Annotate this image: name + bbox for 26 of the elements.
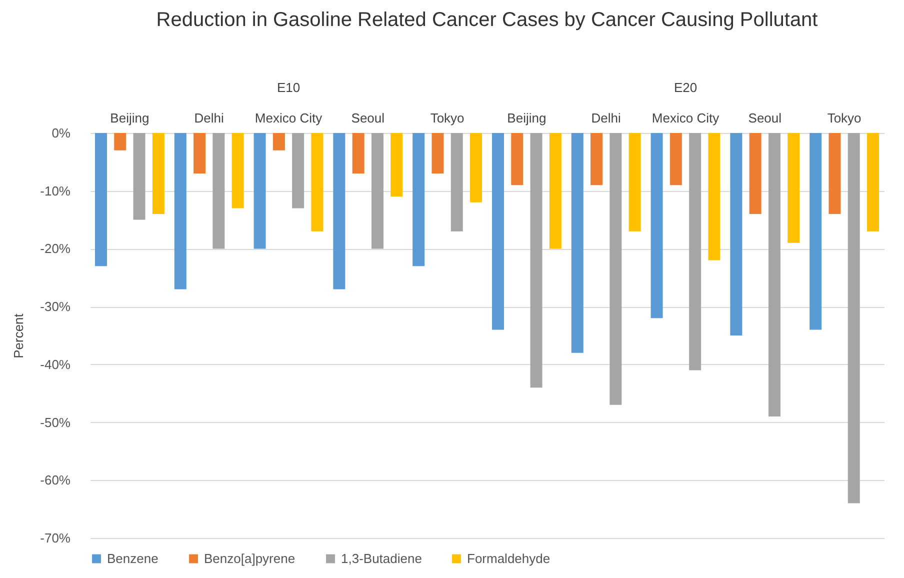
x-tick-label: Delhi <box>591 110 622 126</box>
legend-label: Benzene <box>107 550 158 566</box>
y-tick-label: -70% <box>40 530 71 546</box>
y-tick-label: -30% <box>40 299 71 314</box>
y-tick-label: -40% <box>40 356 71 372</box>
x-tick-label: Delhi <box>194 110 224 126</box>
x-tick-label: Tokyo <box>827 110 862 126</box>
y-tick-label: -60% <box>40 472 71 488</box>
x-tick-label: Beijing <box>507 110 546 126</box>
y-tick-label: -50% <box>40 414 71 430</box>
legend-label: 1,3-Butadiene <box>341 550 422 566</box>
x-tick-label: Seoul <box>748 110 782 126</box>
legend-label: Formaldehyde <box>467 550 550 566</box>
chart-title: Reduction in Gasoline Related Cancer Cases by Cancer Causing Pollutant <box>156 9 818 31</box>
y-tick-label: -20% <box>40 241 71 256</box>
x-tick-label: Beijing <box>110 110 150 126</box>
y-tick-label: 0% <box>52 126 71 140</box>
x-tick-label: Mexico City <box>254 110 323 126</box>
y-tick-label: -10% <box>40 183 71 198</box>
x-tick-label: Tokyo <box>430 110 464 126</box>
text: E20 <box>674 80 698 95</box>
x-tick-label: Seoul <box>351 110 385 126</box>
y-axis-title: Percent <box>11 313 26 358</box>
legend-label: Benzo[a]pyrene <box>204 550 296 566</box>
text: E10 <box>276 80 300 95</box>
x-tick-label: Mexico City <box>652 110 720 126</box>
